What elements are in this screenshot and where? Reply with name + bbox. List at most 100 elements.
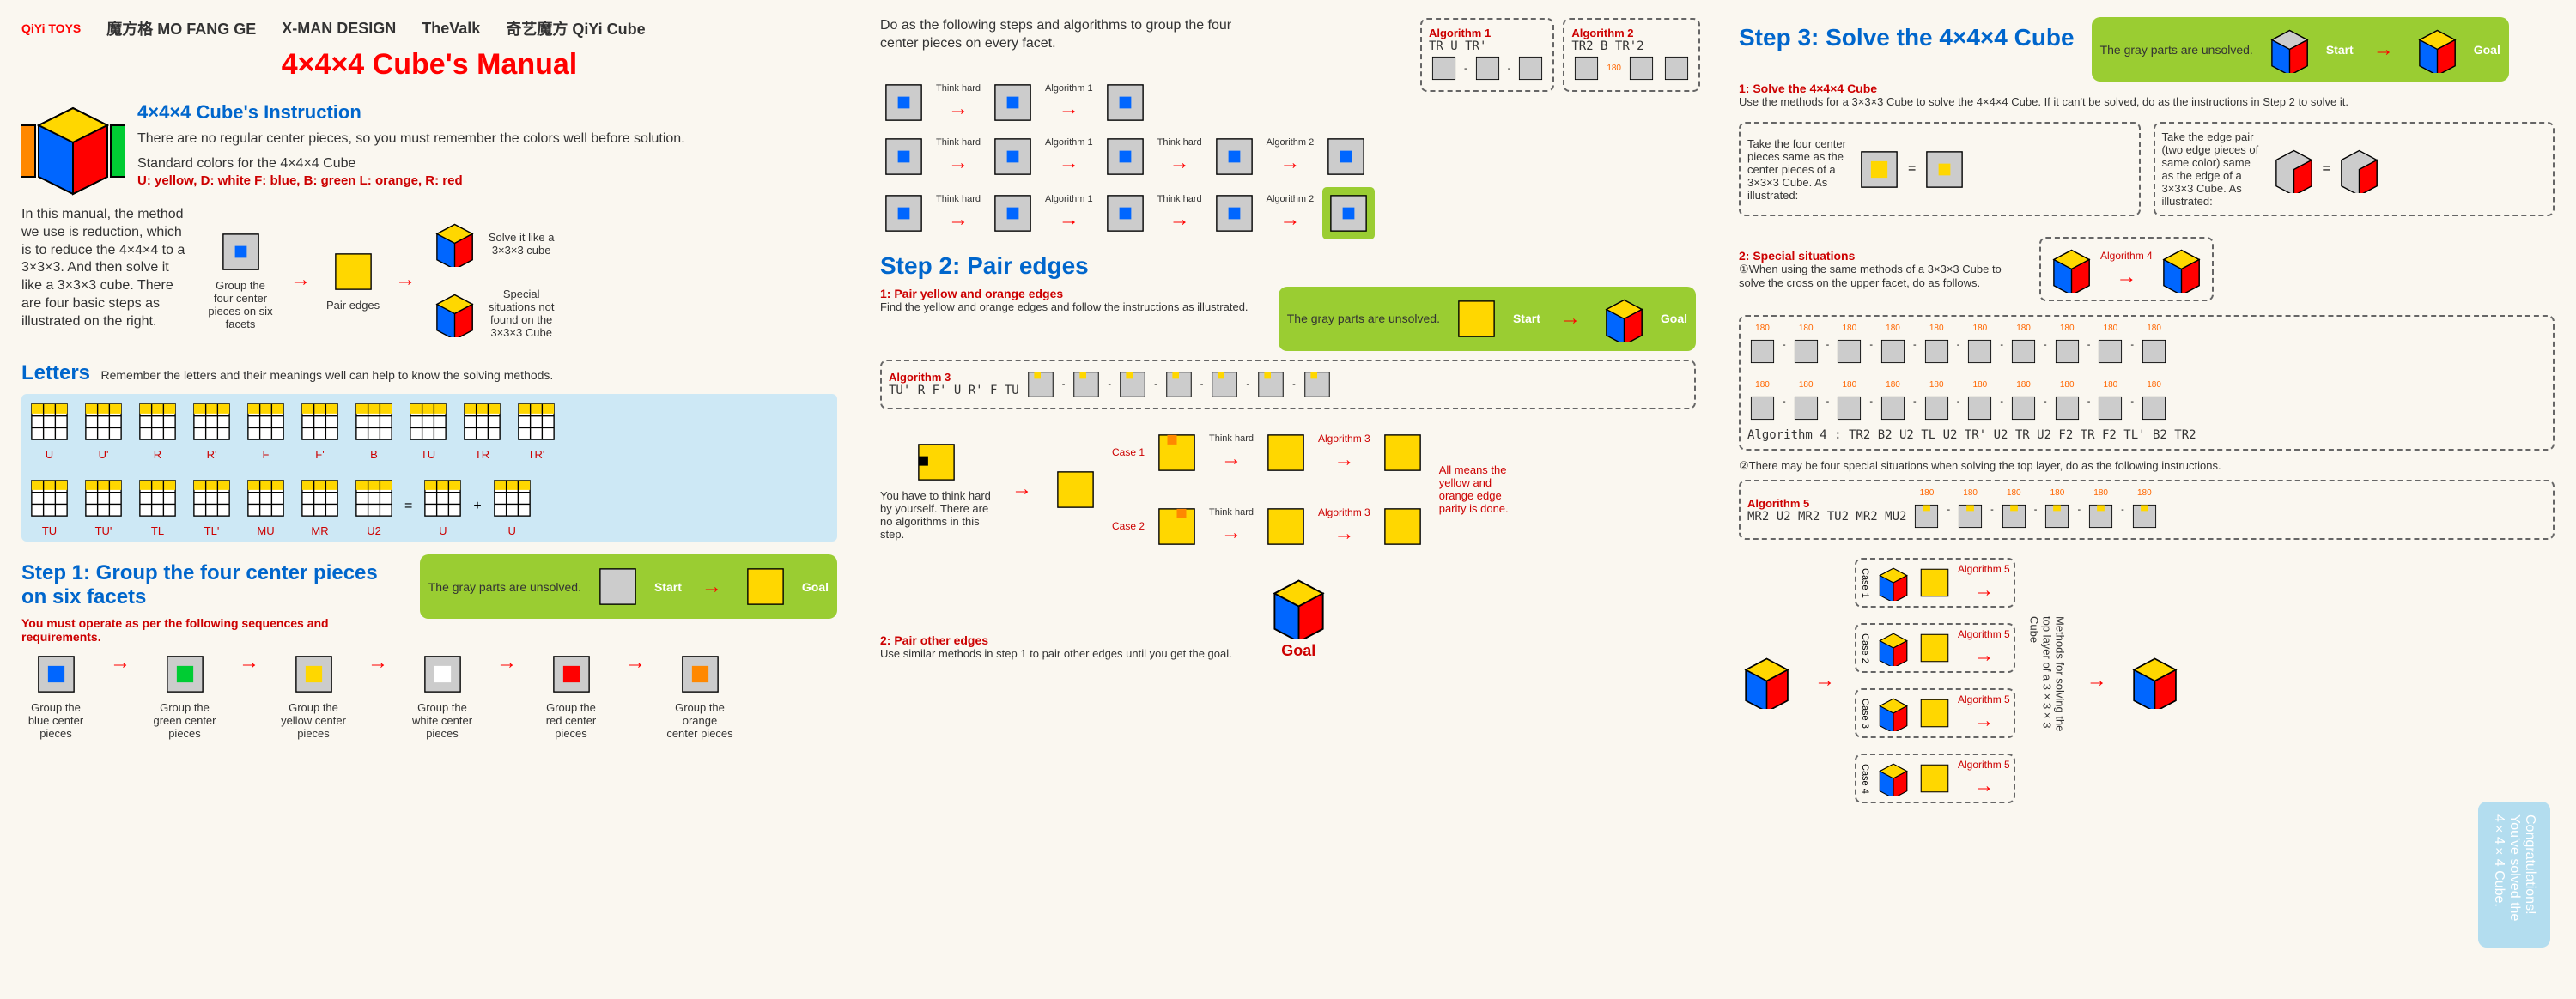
algo4-label: Algorithm 4: [2100, 250, 2153, 262]
algo2-title: Algorithm 2: [1571, 27, 1692, 39]
algo2-box: Algorithm 2 TR2 B TR'2 180: [1563, 18, 1700, 92]
cube: [1875, 760, 1911, 796]
dash: -: [1869, 397, 1873, 407]
deg180: 180: [2104, 380, 2118, 390]
arrow-icon: →: [1012, 477, 1032, 501]
flow-label: Think hard: [936, 137, 981, 148]
move-label: U: [46, 448, 53, 461]
move-item: U': [80, 398, 127, 461]
arrow-icon: →: [1170, 208, 1190, 232]
cube: [2158, 245, 2205, 293]
cube: [1875, 695, 1911, 731]
cube: [1102, 190, 1149, 237]
move-item: MR: [296, 475, 343, 537]
case-label: Case 3: [1860, 699, 1870, 729]
intro-row: 4×4×4 Cube's Instruction There are no re…: [21, 94, 837, 197]
arrow-icon: →: [395, 268, 416, 292]
cube: [677, 651, 724, 698]
deg180: 180: [2093, 488, 2108, 498]
arrow-icon: →: [948, 97, 969, 121]
start-label: Start: [2326, 43, 2354, 57]
move-item: TR': [513, 398, 560, 461]
case-flow: You have to think hard by yourself. Ther…: [880, 422, 1696, 557]
center-equiv-box: Take the four center pieces same as the …: [1739, 122, 2141, 216]
move-cube: [489, 475, 536, 522]
cube: [1322, 187, 1375, 239]
move-label: MR: [311, 524, 328, 537]
center-item: Group the blue center pieces: [21, 651, 90, 740]
goal-label: Goal: [802, 580, 829, 594]
panel-3: Step 3: Solve the 4×4×4 Cube The gray pa…: [1717, 0, 2576, 999]
cube-mini: [1473, 53, 1503, 83]
arrow-icon: →: [290, 268, 311, 292]
center-caption: Group the yellow center pieces: [279, 701, 348, 740]
arrow-icon: →: [2116, 265, 2136, 289]
move-item: TU': [80, 475, 127, 537]
algo2-text: TR2 B TR'2: [1571, 39, 1692, 53]
arrow-icon: →: [1560, 306, 1581, 330]
flow-label: Think hard: [1157, 137, 1202, 148]
step3-text2b: ②There may be four special situations wh…: [1739, 459, 2555, 473]
dash: -: [2130, 340, 2134, 350]
move-cube: [80, 398, 127, 445]
move-label: F: [263, 448, 270, 461]
algo1-box: Algorithm 1 TR U TR' - -: [1420, 18, 1554, 92]
step3-text2a: ①When using the same methods of a 3×3×3 …: [1739, 263, 2014, 289]
cube: [2336, 146, 2383, 193]
move-cube: [80, 475, 127, 522]
cap-3x3: Solve it like a 3×3×3 cube: [487, 231, 556, 257]
deg180: 180: [2137, 488, 2152, 498]
algo4-text: Algorithm 4 : TR2 B2 U2 TL U2 TR' U2 TR …: [1747, 428, 2546, 442]
goal-label: Goal: [1281, 642, 1315, 660]
deg180: 180: [2016, 324, 2031, 333]
move-item: F': [296, 398, 343, 461]
center-caption: Group the orange center pieces: [665, 701, 734, 740]
case-label: Case 2: [1860, 633, 1870, 663]
move-cube: [459, 398, 506, 445]
deg180: 180: [2060, 380, 2075, 390]
arrow-icon: →: [1973, 709, 1994, 733]
cube-mini: [1911, 501, 1941, 531]
cube: [1917, 565, 1953, 601]
arrow-icon: →: [1973, 644, 1994, 668]
move-label: TU: [42, 524, 57, 537]
dash: -: [2034, 505, 2038, 515]
move-label: U: [439, 524, 447, 537]
step1-text: You must operate as per the following se…: [21, 616, 403, 644]
cube: [1322, 133, 1370, 180]
move-label: R: [154, 448, 161, 461]
cube-mini: [2139, 336, 2169, 366]
deg180: 180: [2104, 324, 2118, 333]
box1-text: Take the four center pieces same as the …: [1747, 137, 1850, 202]
dash: -: [1826, 397, 1830, 407]
cube-start: [1453, 295, 1500, 342]
cube-mini: [1878, 336, 1908, 366]
algo3-box: Algorithm 3 TU' R F' U R' F TU ------: [880, 360, 1696, 409]
cube-mini: [1999, 501, 2029, 531]
arrow-icon: →: [496, 651, 517, 675]
move-label: U': [99, 448, 109, 461]
deg180: 180: [2060, 324, 2075, 333]
cube-mini: [1834, 336, 1864, 366]
move-cube: [188, 475, 235, 522]
case2: Case 2: [1112, 520, 1145, 532]
cases-flow: → Case 1 Algorithm 5→ Case 2 Algorithm 5…: [1739, 553, 2555, 808]
start-label: Start: [654, 580, 682, 594]
logo-xman: X-MAN DESIGN: [282, 20, 396, 38]
cube: [1211, 190, 1258, 237]
move-cube: [404, 398, 452, 445]
step3-sub2: 2: Special situations: [1739, 249, 2014, 263]
equals: =: [2323, 161, 2330, 177]
flow-label: Algorithm 2: [1267, 194, 1315, 204]
instruction-title: 4×4×4 Cube's Instruction: [137, 101, 837, 124]
cube-mini: [1662, 53, 1692, 83]
move-label: TR': [528, 448, 545, 461]
cube: [1102, 133, 1149, 180]
arrow-icon: →: [625, 651, 646, 675]
cube: [989, 79, 1036, 126]
cube-mini: [2042, 501, 2072, 531]
move-cube: [134, 475, 181, 522]
arrow-icon: →: [110, 651, 131, 675]
logo-valk: TheValk: [422, 20, 480, 38]
dash: -: [2044, 340, 2047, 350]
